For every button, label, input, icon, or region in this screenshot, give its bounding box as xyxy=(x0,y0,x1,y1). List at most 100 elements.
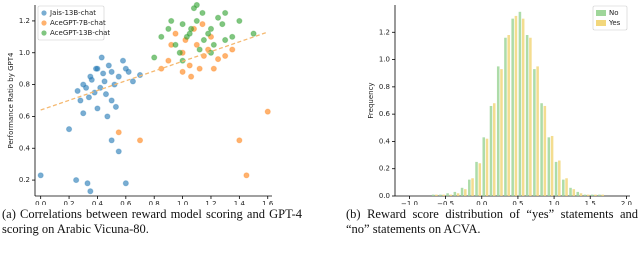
hist-bar xyxy=(536,66,539,197)
hist-bar xyxy=(475,161,478,196)
point xyxy=(98,54,105,61)
legend-marker xyxy=(41,30,47,36)
point xyxy=(214,56,222,63)
y-tick-label: 1.0 xyxy=(379,56,390,64)
point xyxy=(222,9,229,17)
point xyxy=(264,108,271,115)
point xyxy=(210,41,217,48)
point xyxy=(222,36,229,44)
point xyxy=(37,172,44,179)
x-tick-label: 1.0 xyxy=(177,200,188,205)
point xyxy=(196,65,203,72)
hist-bar xyxy=(543,105,547,196)
x-tick-label: 0.8 xyxy=(149,200,160,205)
point xyxy=(186,62,193,69)
hist-bar xyxy=(468,179,471,196)
hist-bar xyxy=(485,138,489,196)
point xyxy=(205,30,212,37)
point xyxy=(210,65,217,72)
point xyxy=(188,73,195,80)
figure: 0.0 0.2 0.4 0.6 0.8 1.0 1.2 1.4 1.6 0.2 0.4 0.6 0.8 1… xyxy=(7,1,632,205)
hist-bar xyxy=(533,69,536,196)
hist-bar xyxy=(521,18,525,197)
point xyxy=(115,73,122,80)
point xyxy=(97,84,104,91)
point xyxy=(92,65,100,72)
hist-bar xyxy=(431,194,435,196)
hist-bar xyxy=(511,18,514,197)
hist-bar xyxy=(562,179,565,196)
caption: (b) Reward score distribution of “yes” s… xyxy=(346,207,638,236)
point xyxy=(168,17,175,25)
x-tick-label: 0.2 xyxy=(63,200,74,205)
legend-label: AceGPT-13B-chat xyxy=(50,29,110,37)
hist-bar xyxy=(569,187,572,196)
legend-box xyxy=(37,5,105,41)
point xyxy=(219,21,226,28)
point xyxy=(196,46,203,53)
point xyxy=(112,103,119,110)
x-tick-label: −1.0 xyxy=(401,200,418,205)
hist-bar xyxy=(460,187,464,196)
hist-bar xyxy=(456,193,460,196)
x-tick-label: −0.5 xyxy=(437,200,454,205)
point xyxy=(115,148,122,155)
point xyxy=(74,87,81,95)
point xyxy=(229,33,236,40)
x-tick-label: 0.6 xyxy=(120,200,132,205)
hist-bar xyxy=(504,37,507,196)
x-tick-label: 2.0 xyxy=(621,200,632,205)
point xyxy=(101,78,108,85)
point xyxy=(236,137,243,144)
point xyxy=(193,17,200,25)
hist-bar xyxy=(601,194,604,196)
point xyxy=(158,33,165,40)
point xyxy=(193,1,200,9)
hist-bar xyxy=(496,66,500,197)
point xyxy=(108,68,115,75)
hist-bar xyxy=(514,15,518,196)
point xyxy=(222,52,229,60)
point xyxy=(108,137,115,144)
hist-bar xyxy=(500,69,503,196)
point xyxy=(188,25,195,32)
point xyxy=(104,113,111,120)
point xyxy=(207,25,215,32)
x-tick-label: 1.0 xyxy=(549,200,560,205)
point xyxy=(236,17,243,25)
caption: (a) Correlations between reward model sc… xyxy=(2,207,302,236)
hist-bar xyxy=(590,194,594,196)
point xyxy=(214,14,222,21)
hist-bar xyxy=(482,137,486,196)
point xyxy=(199,9,206,17)
y-axis-label: Frequency xyxy=(367,82,375,118)
y-tick-label: 0.2 xyxy=(19,176,30,184)
y-tick-label: 1.2 xyxy=(19,17,30,25)
point xyxy=(88,76,95,83)
hist-bar xyxy=(453,191,457,196)
point xyxy=(122,180,129,187)
legend-marker xyxy=(41,10,47,16)
y-tick-label: 0.4 xyxy=(379,137,391,145)
hist-bar xyxy=(598,194,601,196)
point xyxy=(165,25,172,32)
trend-line xyxy=(40,31,268,111)
y-tick-label: 0.6 xyxy=(379,110,391,118)
x-tick-label: 0.0 xyxy=(476,200,487,205)
x-tick-label: 1.6 xyxy=(262,200,274,205)
point xyxy=(200,36,207,44)
hist-bar xyxy=(572,189,576,196)
legend-label: Yes xyxy=(608,19,621,27)
hist-bar xyxy=(507,35,510,197)
hist-bar xyxy=(446,193,449,196)
x-tick-label: 1.4 xyxy=(234,200,246,205)
hist-bar xyxy=(550,135,554,196)
point xyxy=(94,105,101,112)
point xyxy=(179,68,186,75)
hist-bar xyxy=(449,194,453,196)
point xyxy=(136,137,144,144)
hist-bar xyxy=(489,105,493,196)
point xyxy=(229,46,236,53)
point xyxy=(102,91,110,98)
